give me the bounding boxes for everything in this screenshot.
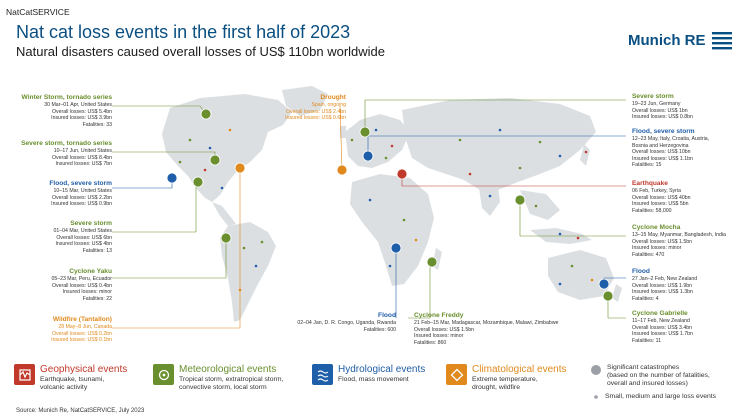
small-loss-events [178, 128, 594, 292]
leader-cyclone-freddy [408, 260, 431, 319]
callout-cyclone-mocha: Cyclone Mocha 13–15 May, Myanmar, Bangla… [632, 224, 726, 258]
marker-severe-storm-us [192, 176, 204, 188]
legend-meteorological: Meteorological events Tropical storm, ex… [153, 364, 283, 392]
geophysical-icon [14, 364, 35, 385]
legend-small: Small, medium and large loss events [592, 393, 716, 401]
leader-cyclone-yaku [112, 238, 227, 279]
north-america-shape [162, 94, 292, 202]
small-loss-event-icon [594, 395, 598, 399]
source-note: Source: Munich Re, NatCatSERVICE, July 2… [16, 408, 145, 414]
callout-drought: Drought Spain, ongoing Overall losses: US… [285, 94, 346, 122]
significant-catastrophes [166, 108, 614, 302]
continents [162, 86, 622, 322]
world-map [112, 86, 626, 329]
southeast-asia-shape [520, 190, 560, 220]
legend: Geophysical events Earthquake, tsunami, … [0, 358, 754, 410]
legend-hydrological: Hydrological events Flood, mass movement [312, 364, 425, 385]
marker-severe-storm-de [359, 126, 371, 138]
india-shape [478, 182, 500, 216]
callout-cyclone-yaku: Cyclone Yaku 05–23 Mar, Peru, Ecuador Ove… [51, 268, 112, 302]
climatological-icon [446, 364, 467, 385]
leader-cyclone-gabrielle [607, 296, 626, 319]
leader-severe-storm-de [364, 99, 626, 130]
central-america-shape [212, 202, 236, 226]
page-subtitle: Natural disasters caused overall losses … [16, 44, 386, 59]
callout-wildfire: Wildfire (Tantallon) 28 May–8 Jun, Canad… [51, 316, 112, 344]
legend-significant: Significant catastrophes (based on the n… [590, 364, 710, 388]
asia-shape [402, 98, 596, 190]
meteorological-icon [153, 364, 174, 385]
callout-winter-storm: Winter Storm, tornado series 30 Mar–01 A… [21, 94, 112, 128]
callout-flood-severe-us: Flood, severe storm 10–15 Mar, United St… [49, 180, 112, 208]
logo-text: Munich RE [628, 31, 706, 49]
leader-wildfire [112, 170, 241, 329]
topbar-label: NatCatSERVICE [6, 7, 70, 17]
callout-flood-italy: Flood, severe storm 12–23 May, Italy, Cr… [632, 128, 710, 169]
callout-severe-storm-de: Severe storm 19–23 Jun, Germany Overall l… [632, 93, 693, 121]
leader-severe-storm-us [112, 184, 197, 233]
marker-wildfire [234, 162, 246, 174]
marker-cyclone-yaku [220, 232, 232, 244]
marker-flood-congo [390, 242, 402, 254]
japan-shape [580, 144, 590, 166]
logo-mark-icon [711, 32, 732, 50]
callout-severe-storm-tornado: Severe storm, tornado series 10–17 Jun, … [21, 140, 112, 168]
leader-drought [339, 105, 343, 171]
marker-cyclone-mocha [514, 194, 526, 206]
callout-cyclone-freddy: Cyclone Freddy 21 Feb–15 Mar, Madagascar… [414, 312, 559, 346]
marker-earthquake [396, 168, 408, 180]
leader-cyclone-mocha [519, 200, 626, 237]
uk-shape [340, 126, 346, 138]
marker-flood-nz [598, 278, 610, 290]
legend-climatological: Climatological events Extreme temperatur… [446, 364, 567, 392]
hydrological-icon [312, 364, 333, 385]
munich-re-logo: Munich RE [628, 30, 732, 50]
europe-shape [345, 114, 410, 168]
leader-flood-us [112, 178, 173, 189]
callout-flood-congo: Flood 02–04 Jan, D. R. Congo, Uganda, Rw… [297, 312, 396, 333]
page-title: Nat cat loss events in the first half of… [16, 22, 351, 42]
greenland-shape [282, 86, 328, 116]
new-zealand-shape [612, 284, 622, 302]
marker-cyclone-freddy [426, 256, 438, 268]
africa-shape [350, 174, 434, 286]
marker-winter-storm [200, 108, 212, 120]
significant-catastrophe-icon [591, 365, 601, 375]
callout-cyclone-gabrielle: Cyclone Gabrielle 11–17 Feb, New Zealand… [632, 310, 693, 344]
marker-cyclone-gabrielle [602, 290, 614, 302]
marker-drought [336, 164, 348, 176]
marker-flood-italy [362, 150, 374, 162]
south-america-shape [220, 222, 276, 322]
marker-flood-us [166, 172, 178, 184]
marker-severe-storm-tornado [209, 154, 221, 166]
leader-lines [112, 99, 626, 329]
legend-geophysical: Geophysical events Earthquake, tsunami, … [14, 364, 127, 392]
callout-earthquake: Earthquake 06 Feb, Turkey, Syria Overall … [632, 180, 691, 214]
callout-severe-storm-us: Severe storm 01–04 Mar, United States Ove… [53, 220, 112, 254]
callout-flood-nz: Flood 27 Jan–2 Feb, New Zealand Overall l… [632, 268, 698, 302]
australia-shape [548, 250, 614, 300]
